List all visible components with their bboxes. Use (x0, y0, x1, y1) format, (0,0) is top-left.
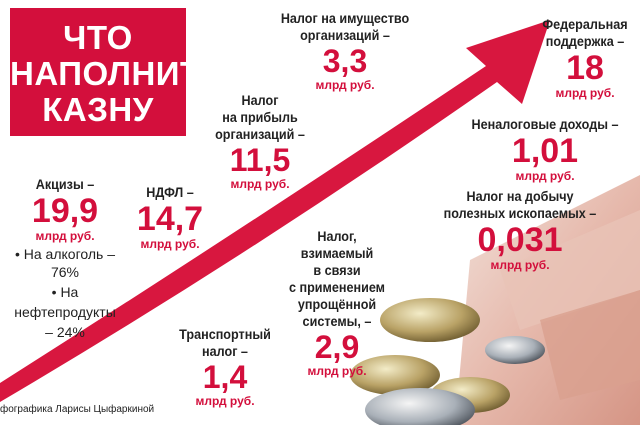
coin (380, 298, 480, 342)
item-value: 11,5 (229, 142, 291, 178)
item-label: организаций – (300, 27, 390, 43)
item-unit: млрд руб. (515, 169, 575, 183)
item-label: НДФЛ – (146, 184, 194, 200)
title-line: НАПОЛНИТ (10, 55, 201, 92)
item-note: нефтепродукты (14, 304, 116, 320)
item: Налог на добычу полезных ископаемых –0,03… (425, 188, 615, 272)
item: НДФЛ –14,7 млрд руб. (125, 184, 215, 251)
item-label: Налог на добычу (466, 188, 574, 204)
item-label: Неналоговые доходы – (471, 116, 619, 132)
item: Федеральная поддержка –18 млрд руб. (530, 16, 640, 100)
item-unit: млрд руб. (555, 86, 615, 100)
credit: фографика Ларисы Цыфаркиной (0, 404, 155, 415)
item-label: системы, – (302, 313, 372, 329)
item-value: 18 (566, 49, 604, 87)
item-label: в связи (313, 262, 361, 278)
item-unit: млрд руб. (195, 394, 255, 408)
item: Налог на имущество организаций –3,3 млрд р… (270, 10, 420, 92)
item-label: упрощённой (297, 296, 377, 312)
item: Неналоговые доходы –1,01 млрд руб. (450, 116, 640, 183)
item-unit: млрд руб. (490, 258, 550, 272)
item-label: Транспортный (179, 326, 271, 342)
item-value: 1,4 (202, 359, 248, 395)
item-label: Федеральная (542, 16, 628, 32)
title-line: ЧТО (63, 19, 133, 56)
item-label: налог – (202, 343, 248, 359)
title-box: ЧТО НАПОЛНИТ КАЗНУ (10, 8, 201, 136)
item-label: с применением (288, 279, 386, 295)
item-label: Акцизы – (35, 176, 95, 192)
item-note: – 24% (45, 324, 85, 340)
item-value: 1,01 (511, 132, 579, 170)
item: Налог на прибыль организаций –11,5 млрд руб… (195, 92, 325, 191)
item-label: поддержка – (545, 33, 625, 49)
title-line: КАЗНУ (42, 91, 154, 128)
arrow (0, 20, 550, 402)
item-value: 3,3 (322, 43, 368, 79)
item-label: взимаемый (300, 245, 374, 261)
item-unit: млрд руб. (315, 78, 375, 92)
item: Акцизы –19,9 млрд руб. • На алкоголь – 76%… (10, 176, 120, 341)
item-label: организаций – (215, 126, 305, 142)
item-label: полезных ископаемых – (443, 205, 597, 221)
item-value: 0,031 (477, 221, 563, 259)
item-value: 14,7 (136, 200, 204, 238)
item-unit: млрд руб. (307, 364, 367, 378)
item-label: Налог на имущество (280, 10, 410, 26)
item-value: 19,9 (31, 192, 99, 230)
item-unit: млрд руб. (230, 177, 290, 191)
item-label: Налог, (317, 228, 357, 244)
item-label: Налог (241, 92, 279, 108)
item: Транспортный налог –1,4 млрд руб. (160, 326, 290, 408)
item-unit: млрд руб. (35, 229, 95, 243)
item-unit: млрд руб. (140, 237, 200, 251)
item-note: • На алкоголь – 76% (14, 246, 116, 280)
item: Налог, взимаемый в связи с применением упрощ… (272, 228, 402, 378)
item-label: на прибыль (222, 109, 298, 125)
banknote (540, 290, 640, 400)
coin (350, 355, 440, 395)
item-value: 2,9 (314, 329, 360, 365)
coin (485, 336, 545, 364)
item-note: • На (51, 284, 79, 300)
coin (365, 388, 475, 425)
banknote (500, 210, 640, 330)
